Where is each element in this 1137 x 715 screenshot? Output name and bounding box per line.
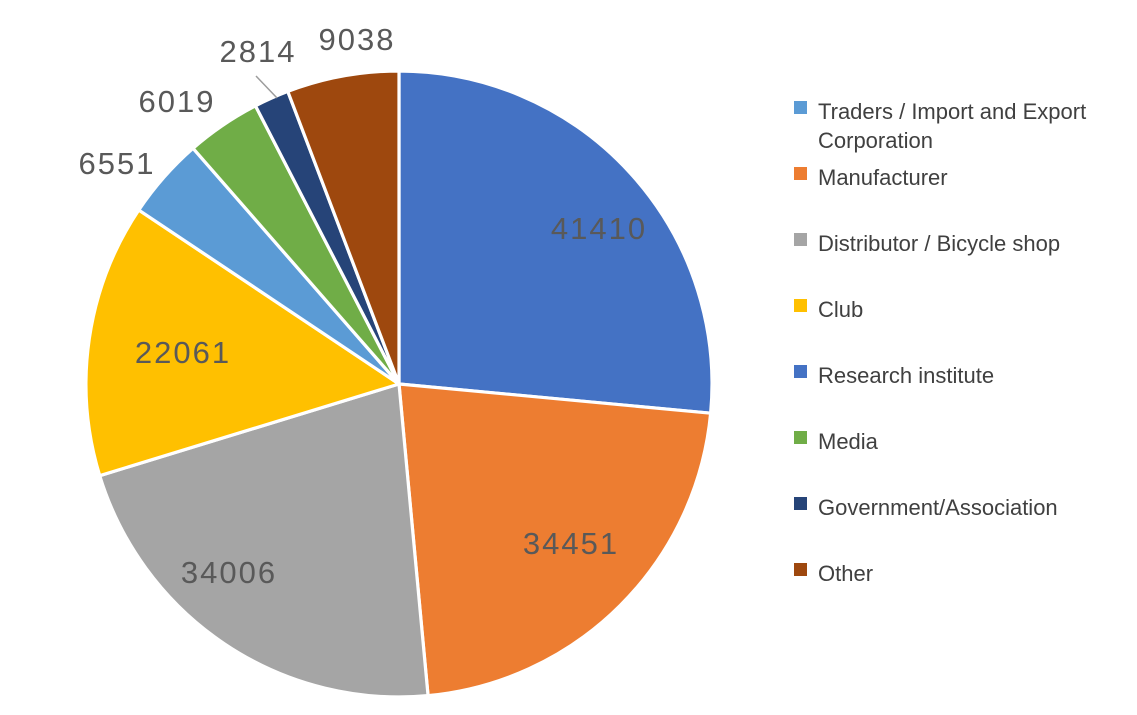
label-leader-line [255,75,278,99]
legend-swatch-traders-import-and-export-corporation [794,101,807,114]
slice-data-label-club: 22061 [135,335,231,370]
slice-data-label-government-association: 2814 [220,34,297,69]
legend-swatch-manufacturer [794,167,807,180]
legend-swatch-research-institute [794,365,807,378]
legend-swatch-distributor-bicycle-shop [794,233,807,246]
legend-item-club: Club [794,295,1118,324]
chart-legend: Traders / Import and Export Corporation M… [794,0,1129,715]
legend-item-distributor-bicycle-shop: Distributor / Bicycle shop [794,229,1118,258]
legend-item-research-institute: Research institute [794,361,1118,390]
slice-data-label-research-institute: 41410 [551,211,647,246]
legend-swatch-other [794,563,807,576]
legend-label: Government/Association [818,495,1058,520]
pie-slice-manufacturer [397,382,713,698]
slice-data-label-traders-import-and-export-corporation: 6551 [79,146,156,181]
legend-item-traders-import-and-export-corporation: Traders / Import and Export Corporation [794,97,1118,155]
legend-label: Manufacturer [818,165,948,190]
legend-label: Media [818,429,878,454]
legend-swatch-club [794,299,807,312]
legend-label: Other [818,561,874,586]
slice-data-label-manufacturer: 34451 [523,526,619,561]
pie-slice-distributor-bicycle-shop [98,382,430,699]
slice-data-label-other: 9038 [319,22,396,57]
pie-slice-research-institute [397,69,714,415]
slice-data-label-distributor-bicycle-shop: 34006 [181,555,277,590]
legend-swatch-media [794,431,807,444]
legend-label: Club [818,297,864,322]
legend-label: Traders / Import and Export Corporation [818,99,1087,153]
pie-slice-club [84,208,401,478]
pie-slice-other [286,69,401,386]
slice-data-label-media: 6019 [139,84,216,119]
legend-label: Research institute [818,363,995,388]
legend-item-government-association: Government/Association [794,493,1118,522]
legend-item-other: Other [794,559,1118,588]
legend-label: Distributor / Bicycle shop [818,231,1061,256]
legend-item-media: Media [794,427,1118,456]
legend-item-manufacturer: Manufacturer [794,163,1118,192]
legend-swatch-government-association [794,497,807,510]
